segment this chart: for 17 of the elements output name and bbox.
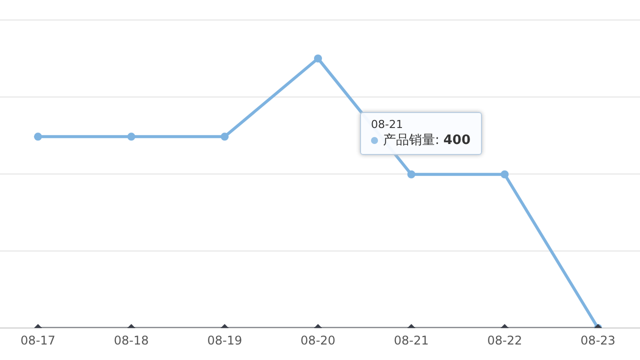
annotation: 08-21 (371, 118, 403, 131)
point (314, 54, 322, 62)
x-tick-label: 08-23 (580, 334, 616, 348)
annotation: : (435, 132, 440, 148)
x-tick-label: 08-19 (207, 334, 242, 348)
point (500, 170, 509, 178)
legend-label: 产品销量 (383, 132, 435, 149)
x-tick-label: 08-17 (20, 334, 56, 348)
x-tick-label: 08-21 (394, 334, 429, 348)
x-tick-label: 08-22 (487, 334, 522, 348)
x-tick-label: 08-18 (114, 334, 149, 348)
annotation: 400 (443, 132, 471, 148)
point (407, 170, 416, 178)
point (34, 132, 42, 141)
point (220, 132, 229, 141)
x-tick-label: 08-20 (300, 334, 336, 348)
point (127, 132, 136, 141)
